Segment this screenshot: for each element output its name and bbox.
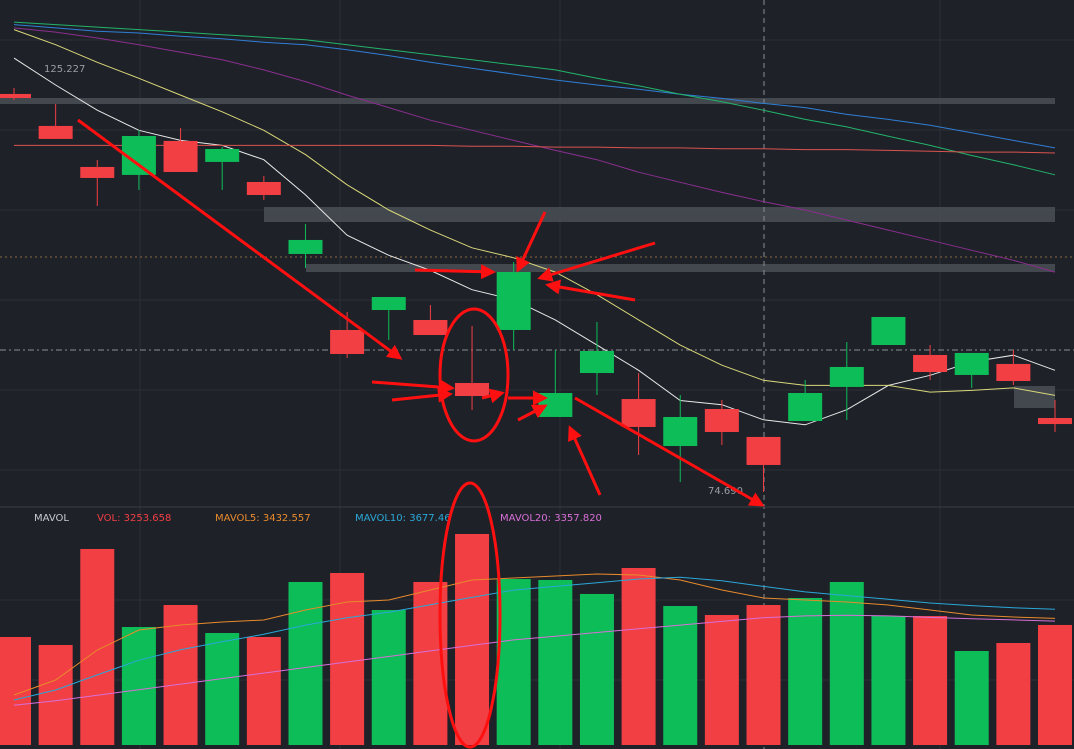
- legend-entry: MAVOL5: 3432.557: [215, 513, 311, 524]
- candle-body: [704, 409, 739, 433]
- volume-bar: [788, 598, 823, 745]
- volume-bar: [704, 615, 739, 745]
- candle-body: [38, 125, 73, 139]
- candle-body: [913, 354, 948, 373]
- volume-bar: [288, 581, 323, 745]
- volume-bar: [38, 644, 73, 745]
- ma-line: [13, 21, 1056, 176]
- candle-body: [621, 399, 656, 427]
- mavol-line: [13, 573, 1056, 696]
- candle-body: [455, 383, 490, 397]
- mavol-line: [13, 614, 1056, 706]
- volume-bar: [246, 636, 281, 745]
- volume-bar: [121, 626, 156, 745]
- mavol-line: [13, 576, 1056, 701]
- volume-bar: [496, 579, 531, 745]
- volume-bar: [538, 580, 573, 745]
- ma-line: [13, 29, 1056, 396]
- legend-entry: MAVOL20: 3357.820: [500, 513, 602, 524]
- candle-body: [663, 416, 698, 447]
- candle-body: [829, 366, 864, 387]
- legend-title: MAVOL: [34, 513, 69, 524]
- candle-body: [1038, 417, 1072, 425]
- candle-body: [788, 392, 823, 422]
- price-label: 74.690: [708, 486, 743, 497]
- annotations: [77, 118, 765, 749]
- candle-body: [371, 297, 406, 311]
- ma-line: [13, 24, 1056, 149]
- candle-body: [954, 352, 989, 375]
- volume-bar: [371, 609, 406, 745]
- zones: [0, 98, 1055, 408]
- candle-body: [163, 140, 198, 172]
- price-label: 125.227: [44, 64, 85, 75]
- candle-body: [288, 239, 323, 254]
- candle-body: [413, 319, 448, 336]
- candle-body: [996, 363, 1031, 381]
- volume-bar: [163, 605, 198, 745]
- volume-bar: [746, 605, 781, 745]
- candle-body: [246, 181, 281, 195]
- volume-bar: [954, 651, 989, 745]
- volume-bar: [330, 572, 365, 745]
- ma-line: [13, 27, 1056, 273]
- volume-bar: [205, 633, 240, 745]
- candle-body: [746, 436, 781, 465]
- volume-bar: [829, 581, 864, 745]
- volume-bar: [871, 616, 906, 745]
- volume-bar: [996, 643, 1031, 745]
- candle-body: [330, 329, 365, 354]
- volume-bar: [1038, 624, 1072, 745]
- volume-bar: [80, 548, 115, 745]
- candle-body: [871, 316, 906, 346]
- volume-bar: [913, 616, 948, 745]
- candle-body: [0, 93, 31, 98]
- volume-bar: [663, 606, 698, 745]
- volume-bar: [621, 568, 656, 745]
- volume-bar: [579, 593, 614, 745]
- legend-entry: VOL: 3253.658: [97, 513, 171, 524]
- legend-entry: MAVOL10: 3677.46: [355, 513, 451, 524]
- plot: 125.227 74.690 MAVOL VOL: 3253.658 MAVOL5: 3…: [0, 21, 1072, 745]
- candle-body: [205, 149, 240, 162]
- candle-body: [496, 272, 531, 330]
- candle-body: [579, 350, 614, 374]
- volume-bar: [455, 534, 490, 745]
- candle-body: [80, 166, 115, 178]
